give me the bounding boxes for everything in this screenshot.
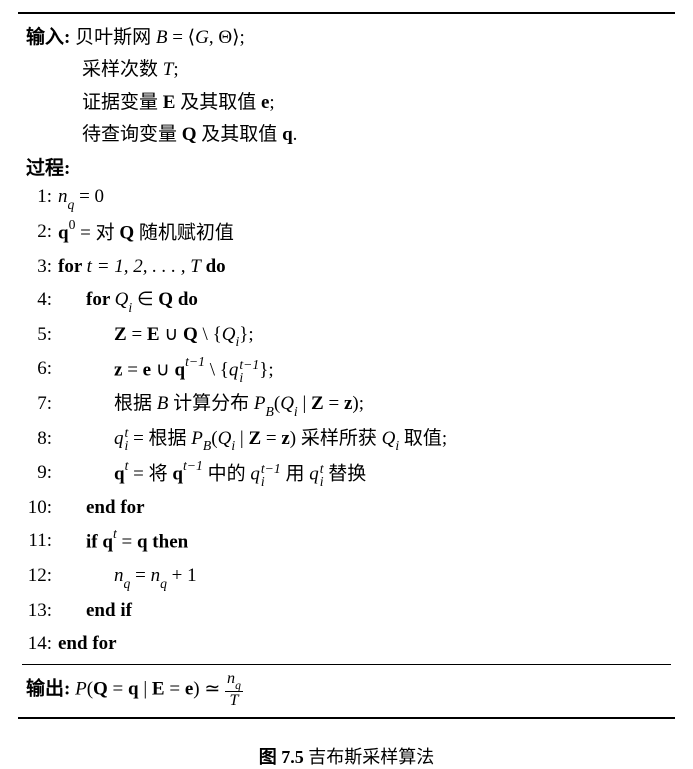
step-4: 4: for Qi ∈ Q do: [22, 283, 671, 318]
input-line-3: 证据变量 E 及其取值 e;: [22, 87, 671, 119]
step-13: 13: end if: [22, 594, 671, 627]
output-label: 输出:: [26, 678, 70, 699]
process-label: 过程:: [22, 153, 671, 180]
figure-caption: 图 7.5 吉布斯采样算法: [18, 743, 675, 769]
step-2: 2: q0 = 对 Q 随机赋初值: [22, 215, 671, 250]
step-14: 14: end for: [22, 627, 671, 660]
step-11: 11: if qt = q then: [22, 524, 671, 559]
algorithm-box: 输入: 贝叶斯网 B = ⟨G, Θ⟩; 采样次数 T; 证据变量 E 及其取值…: [18, 12, 675, 719]
input-label: 输入:: [26, 27, 70, 48]
step-9: 9: qt = 将 qt−1 中的 qt−1i 用 qti 替换: [22, 456, 671, 491]
step-10: 10: end for: [22, 491, 671, 524]
input-line-4: 待查询变量 Q 及其取值 q.: [22, 119, 671, 151]
figure-title: 吉布斯采样算法: [304, 747, 435, 767]
step-5: 5: Z = E ∪ Q \ {Qi};: [22, 318, 671, 353]
input1-text: 贝叶斯网: [75, 27, 156, 48]
input-line-2: 采样次数 T;: [22, 54, 671, 86]
step-12: 12: nq = nq + 1: [22, 559, 671, 594]
step-1: 1: nq = 0: [22, 180, 671, 215]
step-6: 6: z = e ∪ qt−1 \ {qt−1i};: [22, 352, 671, 387]
output-line: 输出: P(Q = q | E = e) ≃ nqT: [22, 664, 671, 709]
step-8: 8: qti = 根据 PB(Qi | Z = z) 采样所获 Qi 取值;: [22, 422, 671, 457]
step-7: 7: 根据 B 计算分布 PB(Qi | Z = z);: [22, 387, 671, 422]
figure-number: 图 7.5: [259, 747, 304, 767]
step-3: 3: for t = 1, 2, . . . , T do: [22, 250, 671, 283]
input-line-1: 输入: 贝叶斯网 B = ⟨G, Θ⟩;: [22, 22, 671, 54]
